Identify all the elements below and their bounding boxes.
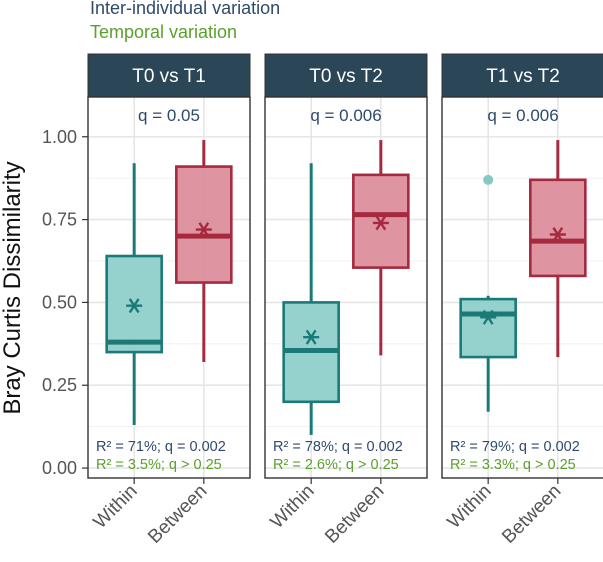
panel-border [264,96,428,479]
panel-1: T0 vs T1 q = 0.05 R² = 71%; q = 0.002 R² = … [87,53,251,548]
panel-header [264,53,428,98]
mean-marker [372,215,389,231]
panel-title: T0 vs T2 [309,66,383,87]
mean-marker [549,227,566,242]
r2-inter-label: R² = 79%; q = 0.002 [450,439,580,455]
box-body [529,178,587,278]
q-value-label: q = 0.006 [310,106,381,125]
panel-border [87,96,251,479]
mean-marker [303,329,320,345]
y-ticks: 0.00 0.25 0.50 0.75 1.00 [42,127,88,478]
x-tick-label: Within [267,481,319,533]
box-within [105,163,163,425]
box-body [459,297,517,359]
y-tick-label: 0.75 [42,210,77,230]
box-between [352,140,410,356]
panel-title: T1 vs T2 [486,66,560,87]
box-between [175,140,233,363]
outlier-point [483,174,494,185]
panel-title: T0 vs T1 [132,66,206,87]
legend-temporal: Temporal variation [90,22,237,42]
mean-marker [126,298,143,314]
y-tick-label: 0.50 [42,292,77,312]
y-tick-label: 0.00 [42,458,77,478]
box-body [175,165,233,284]
box-within [459,174,517,412]
y-tick-label: 1.00 [42,127,77,147]
r2-temporal-label: R² = 2.6%; q > 0.25 [273,457,399,473]
mean-marker [480,309,497,325]
r2-temporal-label: R² = 3.5%; q > 0.25 [96,457,222,473]
x-tick-label: Between [144,481,211,548]
panel-border [441,96,603,479]
panels: T0 vs T1 q = 0.05 R² = 71%; q = 0.002 R² = … [87,53,603,548]
x-tick-label: Between [321,481,388,548]
r2-inter-label: R² = 78%; q = 0.002 [273,439,403,455]
r2-temporal-label: R² = 3.3%; q > 0.25 [450,457,576,473]
q-value-label: q = 0.05 [138,106,200,125]
q-value-label: q = 0.006 [487,106,558,125]
y-axis-label: Bray Curtis Dissimilarity [0,161,26,414]
x-tick-label: Within [444,481,496,533]
mean-marker [195,222,212,237]
x-tick-label: Between [498,481,565,548]
panel-header [441,53,603,98]
box-between [529,140,587,358]
r2-inter-label: R² = 71%; q = 0.002 [96,439,226,455]
y-tick-label: 0.25 [42,375,77,395]
legend-inter-individual: Inter-individual variation [90,0,280,18]
panel-3: T1 vs T2 q = 0.006 R² = 79%; q = 0.002 R² =… [441,53,603,548]
x-tick-label: Within [90,481,142,533]
panel-2: T0 vs T2 q = 0.006 R² = 78%; q = 0.002 R² =… [264,53,428,548]
box-within [282,163,340,435]
